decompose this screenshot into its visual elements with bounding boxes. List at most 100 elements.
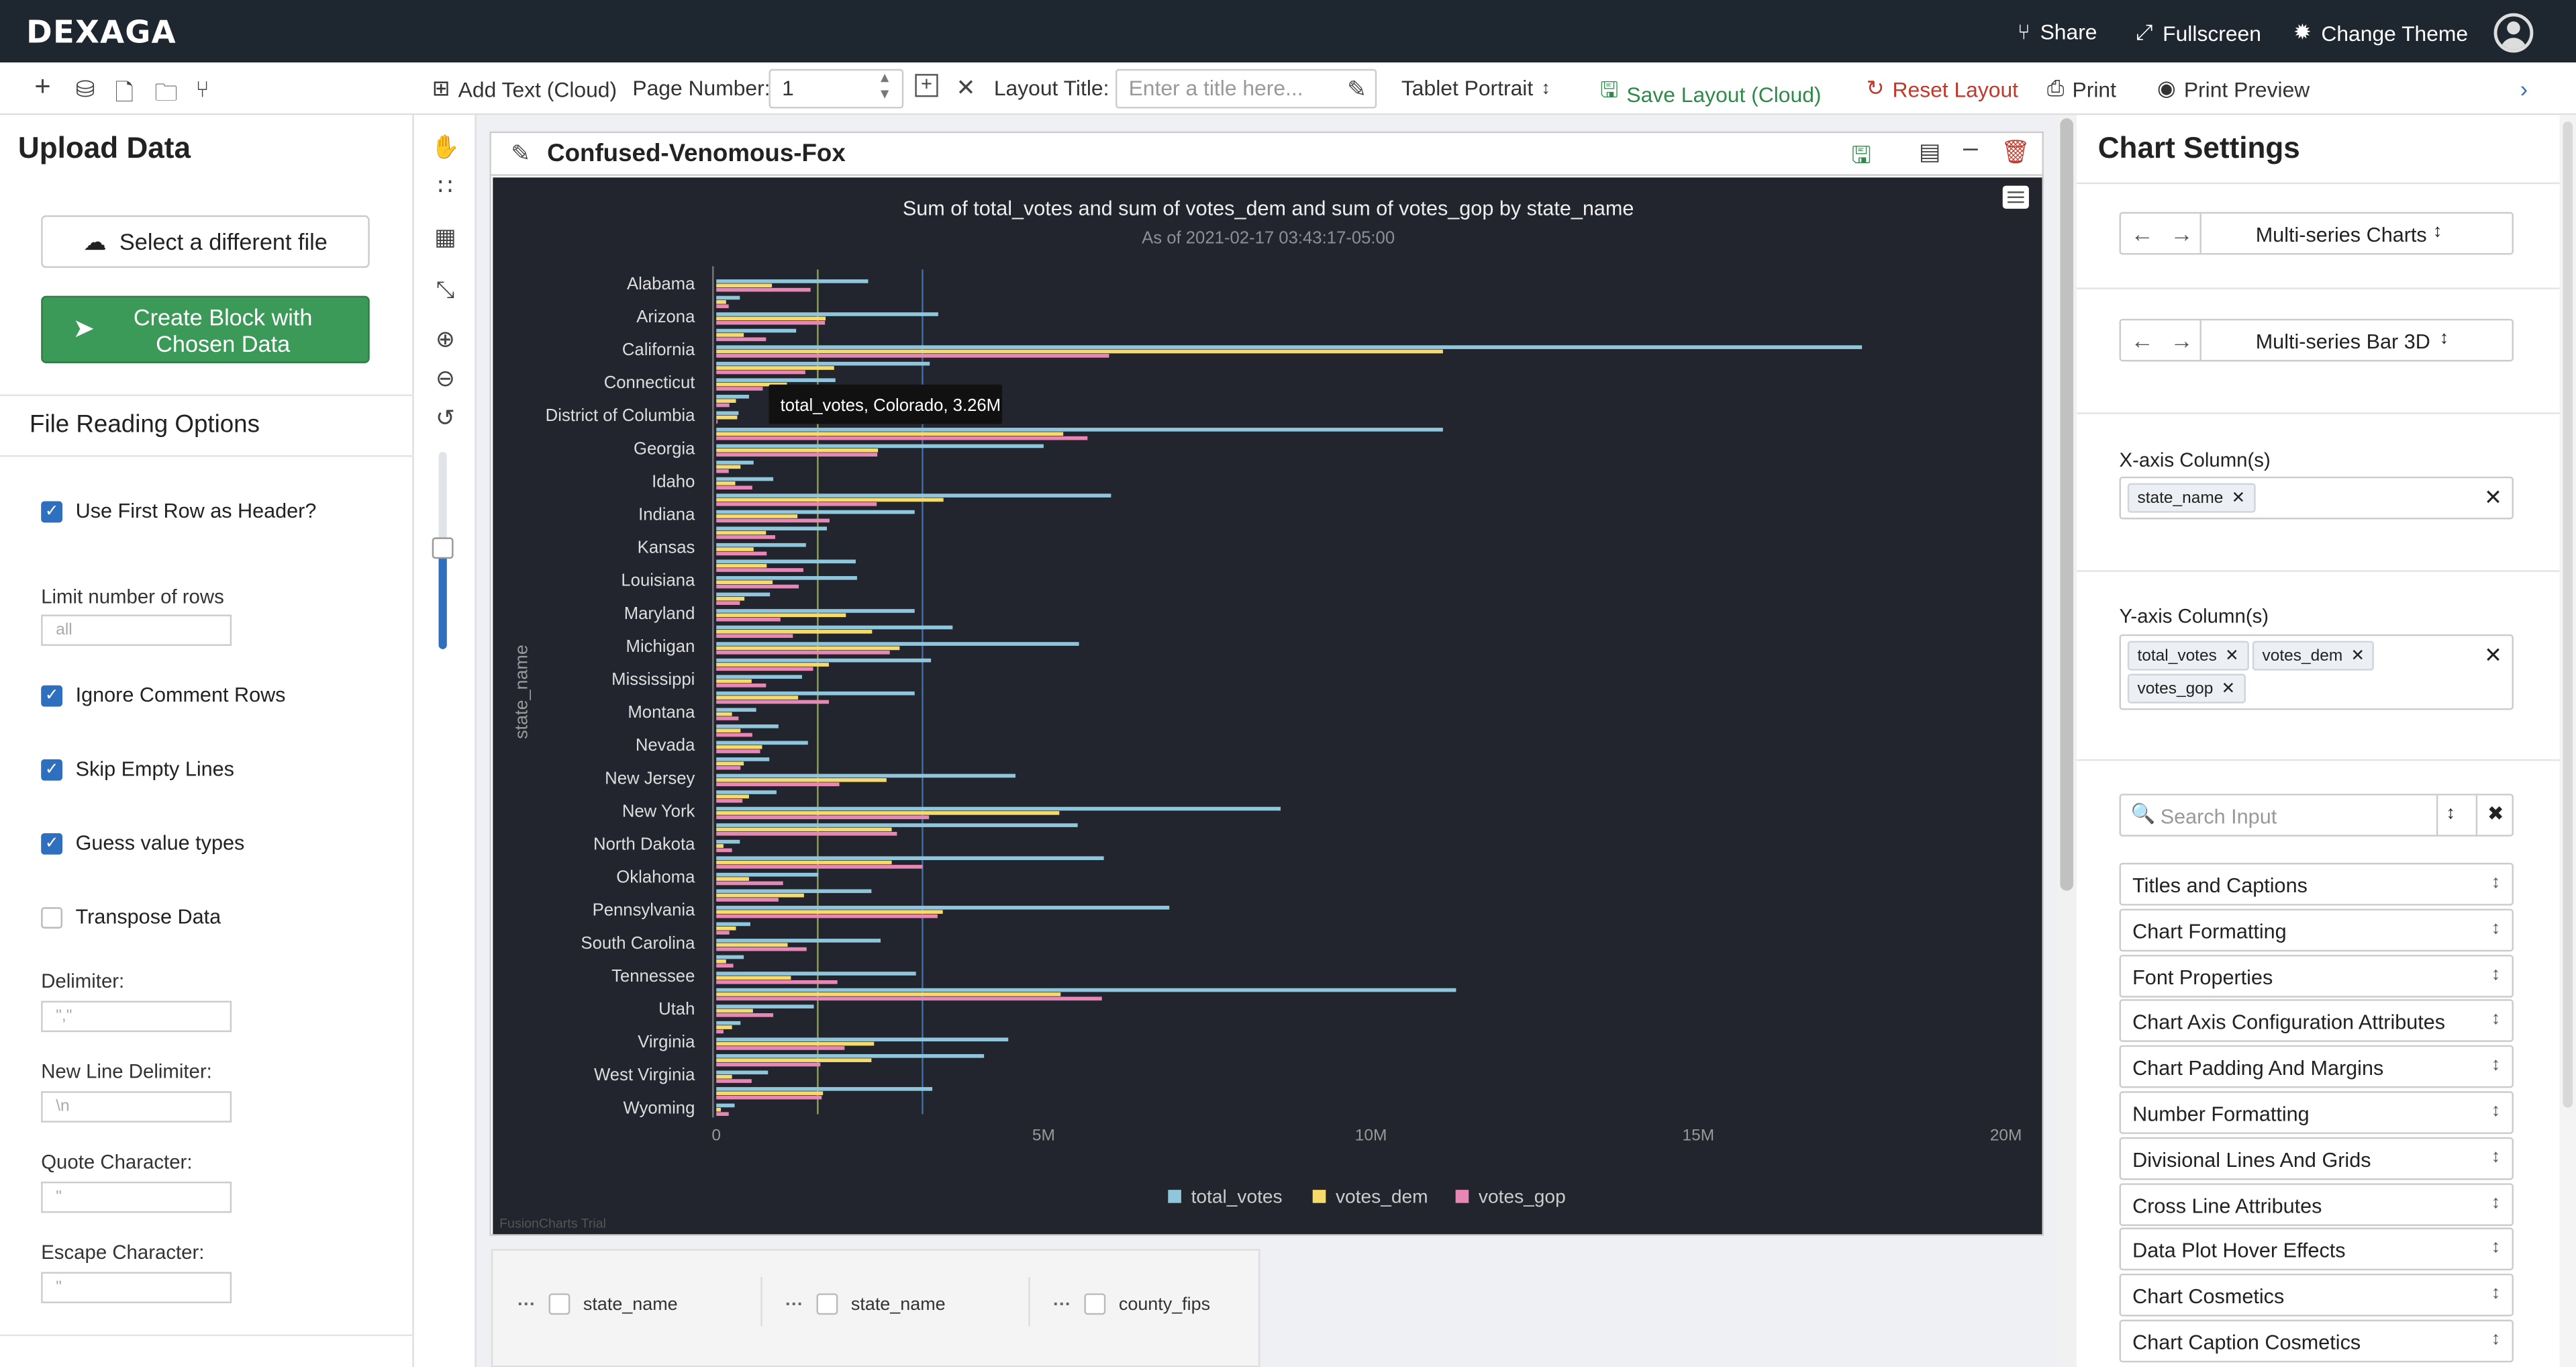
bar-votes_dem[interactable]: [716, 300, 726, 304]
settings-scrollbar[interactable]: [2559, 115, 2576, 1367]
bar-votes_gop[interactable]: [716, 782, 840, 786]
bar-votes_dem[interactable]: [716, 349, 1443, 354]
reset-zoom-icon[interactable]: ↺: [435, 404, 455, 431]
bar-votes_dem[interactable]: [716, 498, 944, 502]
zoom-in-icon[interactable]: ⊕: [435, 325, 455, 352]
bar-total_votes[interactable]: [716, 708, 756, 712]
bar-votes_dem[interactable]: [716, 777, 887, 782]
bar-total_votes[interactable]: [716, 279, 869, 283]
bar-total_votes[interactable]: [716, 444, 1044, 449]
save-layout-button[interactable]: 🖫 Save Layout (Cloud): [1600, 76, 1821, 112]
checkbox-empty-icon[interactable]: [1084, 1293, 1106, 1315]
bar-total_votes[interactable]: [716, 411, 739, 416]
delimiter-input[interactable]: ",": [41, 1000, 232, 1033]
bar-votes_gop[interactable]: [716, 518, 830, 523]
quote-input[interactable]: ": [41, 1181, 232, 1213]
bar-votes_dem[interactable]: [716, 926, 736, 931]
settings-section[interactable]: Chart Axis Configuration Attributes: [2119, 1000, 2514, 1043]
bar-total_votes[interactable]: [716, 1037, 1009, 1042]
bar-votes_gop[interactable]: [716, 551, 767, 556]
fullscreen-button[interactable]: ⤢ Fullscreen: [2136, 19, 2261, 46]
bar-total_votes[interactable]: [716, 609, 915, 613]
bar-votes_dem[interactable]: [716, 679, 752, 684]
legend-entry[interactable]: total_votes: [1191, 1186, 1283, 1207]
bar-votes_dem[interactable]: [716, 860, 892, 865]
settings-section[interactable]: Cross Line Attributes: [2119, 1182, 2514, 1225]
settings-section[interactable]: Chart Formatting: [2119, 908, 2514, 951]
bar-votes_dem[interactable]: [716, 547, 754, 551]
bar-votes_dem[interactable]: [716, 646, 900, 651]
checkbox-empty-icon[interactable]: [816, 1293, 838, 1315]
bar-votes_dem[interactable]: [716, 1008, 753, 1013]
search-input[interactable]: 🔍 Search Input ↕ ✖: [2119, 794, 2514, 837]
bar-votes_dem[interactable]: [716, 333, 744, 337]
chart-type-select[interactable]: ← → Multi-series Bar 3D ↕: [2119, 318, 2514, 362]
zoom-slider-handle[interactable]: [432, 537, 454, 559]
bar-total_votes[interactable]: [716, 988, 1456, 992]
scrollbar-thumb[interactable]: [2563, 122, 2573, 1108]
page-number-input[interactable]: 1: [769, 68, 904, 109]
escape-input[interactable]: ": [41, 1272, 232, 1304]
bar-votes_dem[interactable]: [716, 481, 736, 485]
bar-total_votes[interactable]: [716, 872, 819, 877]
x-axis-select[interactable]: state_name ✕ ✕: [2119, 476, 2514, 520]
bar-votes_gop[interactable]: [716, 601, 740, 605]
bar-votes_gop[interactable]: [716, 700, 829, 704]
bar-votes_gop[interactable]: [716, 1046, 845, 1050]
legend-entry[interactable]: votes_dem: [1336, 1186, 1428, 1207]
more-icon[interactable]: ···: [1052, 1294, 1071, 1314]
clear-icon[interactable]: ✕: [2484, 485, 2502, 510]
bar-votes_dem[interactable]: [716, 893, 804, 898]
bar-votes_gop[interactable]: [716, 634, 793, 639]
bar-votes_gop[interactable]: [716, 320, 826, 325]
bar-total_votes[interactable]: [716, 757, 770, 761]
table-column-header[interactable]: ··· state_name: [785, 1293, 946, 1315]
bar-votes_dem[interactable]: [716, 827, 892, 832]
bar-votes_gop[interactable]: [716, 931, 730, 935]
save-icon[interactable]: 🖫: [1851, 141, 1871, 168]
bar-votes_gop[interactable]: [716, 881, 783, 886]
chart-family-select[interactable]: ← → Multi-series Charts ↕: [2119, 211, 2514, 255]
print-preview-button[interactable]: ◉ Print Preview: [2157, 76, 2310, 102]
bar-votes_gop[interactable]: [716, 535, 775, 539]
window-icon[interactable]: ▤: [1918, 138, 1941, 164]
bar-votes_dem[interactable]: [716, 630, 873, 634]
layout-title-input[interactable]: Enter a title here...: [1115, 68, 1377, 109]
use-first-row-checkbox[interactable]: ✓ Use First Row as Header?: [41, 500, 316, 522]
bar-votes_gop[interactable]: [716, 667, 813, 671]
database-icon[interactable]: ⛁: [75, 75, 95, 102]
bar-votes_dem[interactable]: [716, 811, 1060, 815]
bar-votes_dem[interactable]: [716, 399, 736, 403]
bar-total_votes[interactable]: [716, 510, 915, 514]
resize-icon[interactable]: ⤡: [436, 276, 455, 303]
bar-votes_dem[interactable]: [716, 432, 1064, 436]
bar-votes_dem[interactable]: [716, 613, 846, 618]
settings-section[interactable]: Chart Cosmetics: [2119, 1274, 2514, 1317]
bar-votes_dem[interactable]: [716, 1074, 732, 1079]
bar-votes_dem[interactable]: [716, 745, 762, 749]
bar-total_votes[interactable]: [716, 576, 857, 580]
bar-votes_gop[interactable]: [716, 947, 807, 951]
bar-total_votes[interactable]: [716, 642, 1079, 646]
bar-votes_dem[interactable]: [716, 465, 741, 469]
select-points-icon[interactable]: ∷: [438, 173, 453, 199]
bar-total_votes[interactable]: [716, 543, 806, 547]
workspace-scrollbar[interactable]: [2057, 115, 2077, 1367]
bar-votes_gop[interactable]: [716, 403, 730, 408]
bar-total_votes[interactable]: [716, 856, 1104, 861]
bar-votes_dem[interactable]: [716, 1041, 875, 1046]
bar-votes_dem[interactable]: [716, 844, 724, 848]
bar-total_votes[interactable]: [716, 922, 750, 927]
bar-votes_dem[interactable]: [716, 316, 826, 321]
settings-section[interactable]: Chart Padding And Margins: [2119, 1045, 2514, 1088]
bar-votes_dem[interactable]: [716, 382, 787, 387]
settings-section[interactable]: Font Properties: [2119, 954, 2514, 997]
bar-votes_gop[interactable]: [716, 1079, 752, 1083]
bar-votes_dem[interactable]: [716, 415, 738, 420]
bar-votes_dem[interactable]: [716, 712, 732, 716]
bar-votes_dem[interactable]: [716, 992, 1061, 996]
bar-votes_gop[interactable]: [716, 1062, 821, 1067]
bar-votes_dem[interactable]: [716, 530, 766, 535]
bar-total_votes[interactable]: [716, 1070, 769, 1075]
newline-input[interactable]: \n: [41, 1091, 232, 1123]
